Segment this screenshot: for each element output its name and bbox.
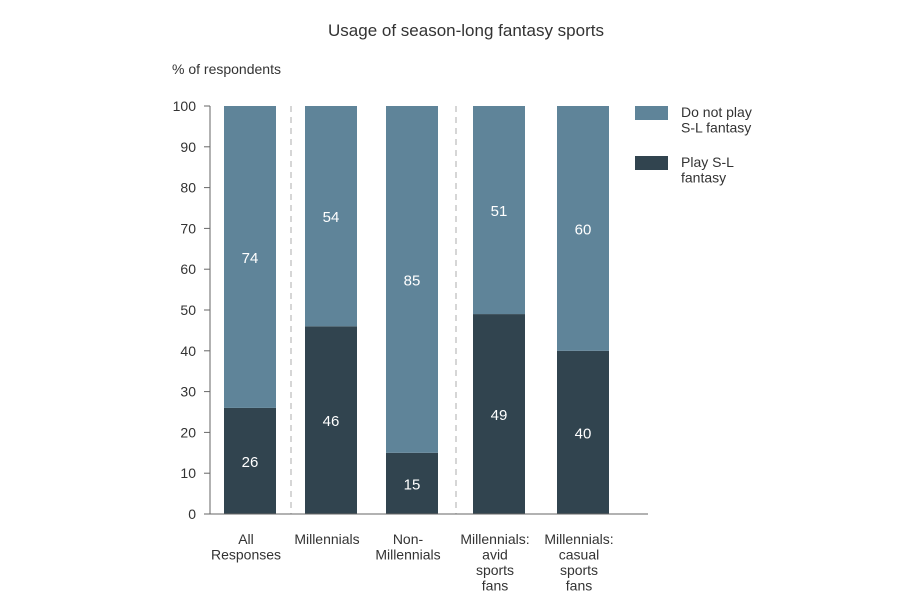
bar-do-not-play — [557, 106, 609, 351]
legend: Do not play S-L fantasy Play S-L fantasy — [635, 104, 752, 186]
bar-do-not-play — [473, 106, 525, 315]
data-label: 26 — [242, 454, 259, 471]
y-tick-label: 0 — [188, 506, 196, 522]
separators — [290, 106, 457, 514]
bars: 26 74 46 54 15 85 49 51 40 60 — [224, 106, 609, 514]
bar-do-not-play — [224, 106, 276, 408]
data-label: 85 — [404, 272, 421, 289]
bar-play — [224, 407, 276, 514]
data-label: 15 — [404, 476, 421, 493]
bar-play — [473, 314, 525, 514]
y-tick-label: 20 — [180, 424, 196, 440]
bar-play — [305, 326, 357, 514]
x-tick-label: Millennials: casual sports fans — [544, 531, 613, 594]
bar-do-not-play — [305, 106, 357, 327]
x-tick-label: Non-Millennials — [375, 531, 440, 563]
data-label: 49 — [491, 407, 508, 424]
y-tick-label: 40 — [180, 343, 196, 359]
data-label: 54 — [323, 209, 340, 226]
data-label: 74 — [242, 250, 259, 267]
legend-swatch — [635, 156, 668, 170]
y-tick-label: 90 — [180, 139, 196, 155]
chart-title: Usage of season-long fantasy sports — [328, 21, 604, 40]
data-label: 46 — [323, 413, 340, 430]
data-label: 51 — [491, 203, 508, 220]
x-tick-label: Millennials: avid sports fans — [460, 531, 529, 594]
y-tick-label: 80 — [180, 180, 196, 196]
x-axis: All Responses Millennials Non-Millennials Mi… — [210, 513, 648, 594]
bar-play — [557, 350, 609, 514]
y-tick-label: 30 — [180, 384, 196, 400]
y-tick-label: 10 — [180, 465, 196, 481]
x-tick-label: All Responses — [211, 531, 281, 563]
y-tick-label: 60 — [180, 261, 196, 277]
y-tick-label: 70 — [180, 220, 196, 236]
y-tick-label: 100 — [173, 98, 197, 114]
y-axis: 0 10 20 30 40 50 60 70 80 90 100 — [173, 98, 211, 522]
legend-label: Do not play S-L fantasy — [681, 104, 752, 136]
legend-swatch — [635, 106, 668, 120]
data-label: 40 — [575, 425, 592, 442]
y-tick-label: 50 — [180, 302, 196, 318]
x-tick-label: Millennials — [294, 531, 359, 547]
legend-label: Play S-L fantasy — [681, 154, 734, 186]
bar-do-not-play — [386, 106, 438, 453]
y-axis-label: % of respondents — [172, 61, 281, 77]
data-label: 60 — [575, 221, 592, 238]
bar-play — [386, 452, 438, 514]
